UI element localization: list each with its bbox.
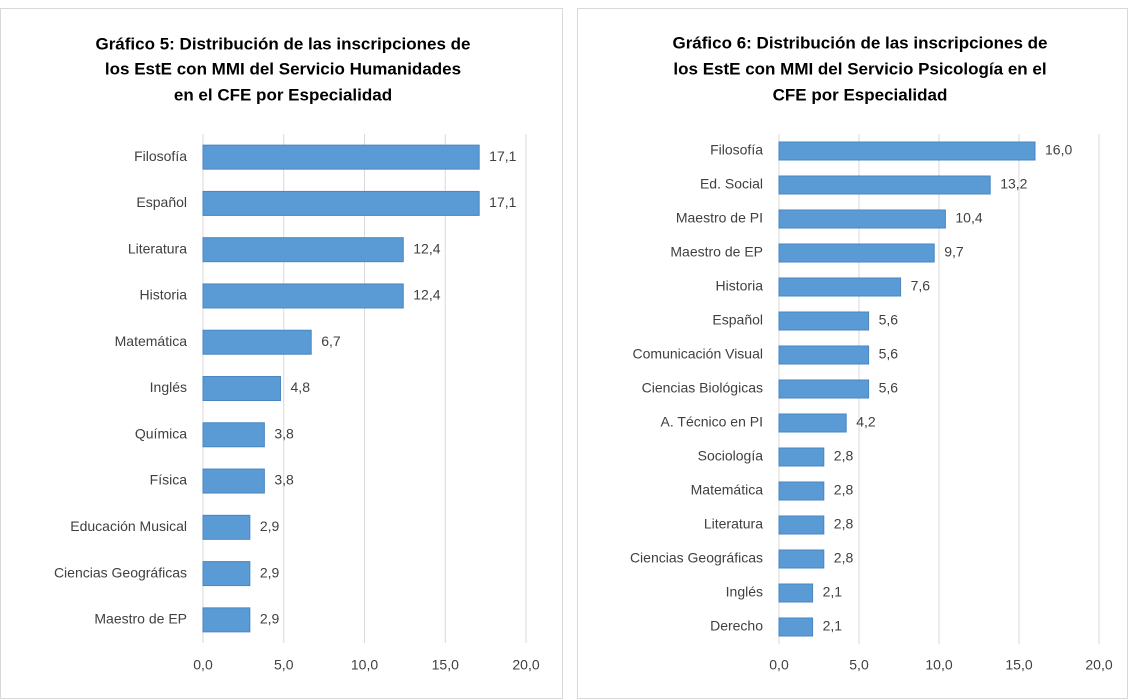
y-tick-label: Español — [136, 194, 187, 210]
y-tick-label: Ciencias Geográficas — [630, 550, 763, 566]
data-label: 16,0 — [1045, 142, 1072, 158]
bar — [778, 379, 870, 399]
y-tick-label: Filosofía — [134, 148, 187, 164]
bar — [202, 607, 251, 633]
data-label: 7,6 — [911, 278, 931, 294]
bar — [778, 413, 847, 433]
bar — [202, 237, 404, 263]
data-label: 5,6 — [879, 380, 899, 396]
bar — [778, 481, 825, 501]
x-tick-label: 20,0 — [1085, 657, 1112, 673]
data-label: 2,9 — [260, 564, 280, 580]
chart-title: Gráfico 5: Distribución de las inscripci… — [95, 34, 470, 53]
bar — [202, 329, 312, 355]
bar — [778, 617, 814, 637]
x-tick-label: 15,0 — [432, 657, 459, 673]
data-label: 2,9 — [260, 518, 280, 534]
y-tick-label: Física — [150, 472, 188, 488]
bar — [778, 209, 946, 229]
bar — [202, 376, 282, 401]
data-label: 2,9 — [260, 611, 280, 627]
y-tick-label: Ed. Social — [700, 176, 763, 192]
bar — [778, 345, 870, 365]
bar — [778, 141, 1036, 161]
data-label: 10,4 — [955, 210, 982, 226]
y-tick-label: Historia — [716, 278, 764, 294]
y-tick-label: Comunicación Visual — [633, 346, 763, 362]
data-label: 17,1 — [489, 194, 516, 210]
y-tick-label: Literatura — [704, 516, 763, 532]
chart-title: los EstE con MMI del Servicio Humanidade… — [105, 59, 461, 78]
x-tick-label: 5,0 — [849, 657, 869, 673]
bar — [778, 447, 825, 467]
data-label: 2,8 — [834, 550, 854, 566]
y-tick-label: Inglés — [150, 379, 187, 395]
data-label: 9,7 — [944, 244, 964, 260]
bar — [778, 277, 902, 297]
data-label: 5,6 — [879, 312, 899, 328]
data-label: 13,2 — [1000, 176, 1027, 192]
y-tick-label: Español — [712, 312, 763, 328]
data-label: 6,7 — [321, 333, 341, 349]
y-tick-label: Literatura — [128, 240, 187, 256]
chart-title: CFE por Especialidad — [773, 85, 948, 104]
y-tick-label: Sociología — [698, 448, 764, 464]
y-tick-label: Matemática — [115, 333, 188, 349]
bar — [202, 514, 251, 540]
bar — [778, 515, 825, 535]
data-label: 4,8 — [291, 379, 311, 395]
x-tick-label: 0,0 — [769, 657, 789, 673]
x-tick-label: 0,0 — [193, 657, 213, 673]
bar — [202, 190, 480, 216]
bar — [778, 243, 935, 263]
data-label: 17,1 — [489, 148, 516, 164]
data-label: 2,8 — [834, 448, 854, 464]
data-label: 2,8 — [834, 482, 854, 498]
data-label: 5,6 — [879, 346, 899, 362]
data-label: 2,1 — [823, 618, 843, 634]
data-label: 3,8 — [274, 472, 294, 488]
bar — [778, 583, 814, 603]
y-tick-label: Inglés — [726, 584, 763, 600]
y-tick-label: Química — [135, 425, 187, 441]
bar — [778, 175, 991, 195]
y-tick-label: Maestro de EP — [670, 244, 763, 260]
y-tick-label: Matemática — [691, 482, 764, 498]
data-label: 2,1 — [823, 584, 843, 600]
y-tick-label: Ciencias Geográficas — [54, 564, 187, 580]
chart-title: en el CFE por Especialidad — [174, 85, 392, 104]
bar — [778, 311, 870, 331]
data-label: 12,4 — [413, 240, 440, 256]
y-tick-label: Derecho — [710, 618, 763, 634]
data-label: 3,8 — [274, 425, 294, 441]
y-tick-label: Ciencias Biológicas — [642, 380, 763, 396]
x-tick-label: 5,0 — [274, 657, 294, 673]
y-tick-label: Maestro de EP — [94, 611, 187, 627]
bar — [202, 422, 265, 448]
y-tick-label: A. Técnico en PI — [661, 414, 763, 430]
data-label: 2,8 — [834, 516, 854, 532]
bar — [202, 144, 480, 170]
x-tick-label: 10,0 — [925, 657, 952, 673]
chart-title: los EstE con MMI del Servicio Psicología… — [673, 59, 1046, 78]
y-tick-label: Historia — [140, 287, 188, 303]
x-tick-label: 20,0 — [512, 657, 539, 673]
y-tick-label: Filosofía — [710, 142, 763, 158]
y-tick-label: Educación Musical — [70, 518, 187, 534]
y-tick-label: Maestro de PI — [676, 210, 763, 226]
chart-title: Gráfico 6: Distribución de las inscripci… — [672, 33, 1047, 52]
data-label: 12,4 — [413, 287, 440, 303]
x-tick-label: 10,0 — [351, 657, 378, 673]
bar — [778, 549, 825, 569]
bar — [202, 468, 265, 494]
bar — [202, 283, 404, 309]
x-tick-label: 15,0 — [1005, 657, 1032, 673]
bar — [202, 561, 251, 587]
data-label: 4,2 — [856, 414, 876, 430]
